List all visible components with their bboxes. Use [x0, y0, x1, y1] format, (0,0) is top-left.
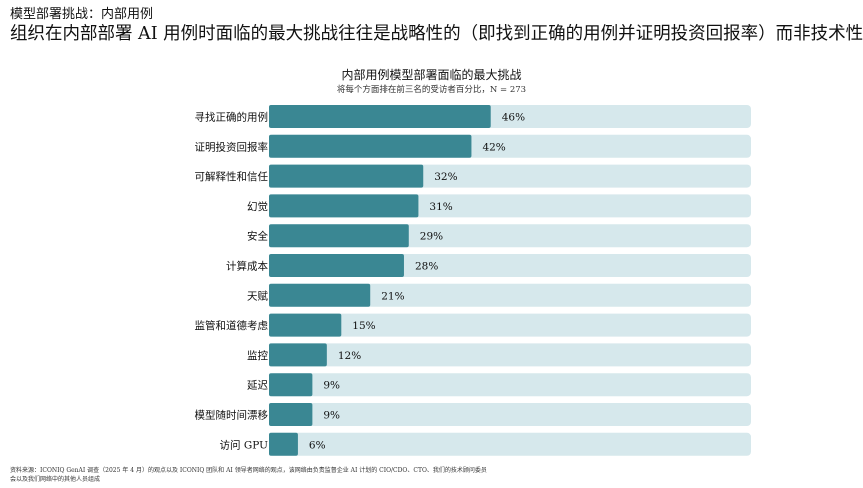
chart-title: 内部用例模型部署面临的最大挑战: [341, 68, 522, 82]
value-label: 9%: [323, 380, 340, 392]
value-label: 32%: [434, 171, 457, 183]
category-label: 监管和道德考虑: [195, 319, 269, 332]
bar: [269, 105, 491, 128]
bar-track: [269, 313, 751, 337]
category-label: 计算成本: [226, 260, 268, 273]
category-label: 延迟: [247, 379, 268, 392]
value-label: 29%: [420, 231, 443, 243]
bar: [269, 283, 371, 307]
source-footnote: 资料来源：ICONIQ GenAI 调查（2025 年 4 月）的观点以及 IC…: [10, 466, 710, 484]
category-label: 安全: [247, 230, 268, 243]
bar: [269, 134, 472, 158]
page-kicker: 模型部署挑战：内部用例: [10, 7, 154, 22]
category-label: 证明投资回报率: [195, 140, 269, 153]
value-label: 42%: [482, 141, 505, 153]
value-label: 15%: [352, 320, 375, 332]
category-label: 监控: [247, 349, 268, 362]
source-footnote-line-2: 会以及我们网络中的其他人员组成: [10, 476, 101, 483]
category-label: 天赋: [247, 290, 268, 302]
value-label: 21%: [381, 290, 404, 302]
value-label: 31%: [429, 201, 452, 213]
source-footnote-line-1: 资料来源：ICONIQ GenAI 调查（2025 年 4 月）的观点以及 IC…: [10, 467, 487, 474]
bar-track: [269, 403, 751, 426]
page-headline: 组织在内部部署 AI 用例时面临的最大挑战往往是战略性的（即找到正确的用例并证明…: [10, 24, 863, 44]
bar-track: [269, 343, 751, 367]
bar: [269, 254, 404, 277]
bar-track: [269, 432, 751, 456]
bar: [269, 403, 313, 426]
bar: [269, 194, 419, 218]
bar: [269, 432, 298, 456]
category-label: 寻找正确的用例: [195, 111, 269, 124]
value-label: 12%: [338, 350, 361, 362]
bar-track: [269, 283, 751, 307]
category-label: 可解释性和信任: [195, 170, 269, 183]
category-label: 访问 GPU: [220, 438, 269, 451]
chart-subtitle: 将每个方面排在前三名的受访者百分比，N = 273: [336, 85, 527, 95]
category-label: 幻觉: [247, 200, 268, 213]
value-label: 28%: [415, 261, 438, 273]
bar: [269, 313, 342, 337]
value-label: 6%: [309, 439, 326, 451]
category-label: 模型随时间漂移: [195, 409, 269, 422]
bar: [269, 343, 327, 367]
value-label: 9%: [323, 410, 340, 422]
bar: [269, 373, 313, 397]
bar-track: [269, 373, 751, 397]
bar: [269, 224, 409, 248]
value-label: 46%: [502, 112, 525, 124]
bar: [269, 164, 424, 188]
